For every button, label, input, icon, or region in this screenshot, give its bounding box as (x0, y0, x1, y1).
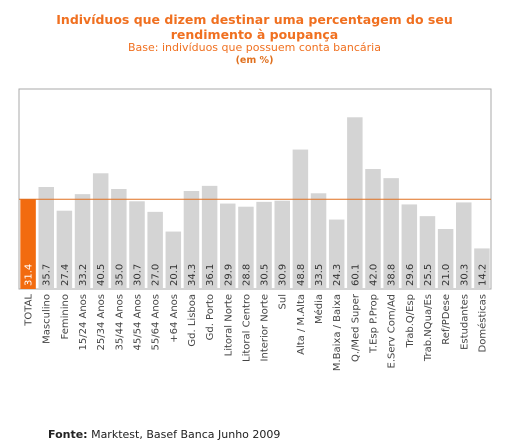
bar-24 (456, 202, 472, 289)
bar-22 (419, 216, 436, 289)
data-label-14: 30.9 (278, 264, 289, 286)
category-label-24: Estudantes (459, 294, 470, 350)
bar-20 (383, 178, 399, 289)
data-label-4: 40.5 (96, 264, 107, 286)
category-label-19: T.Esp P.Prop (369, 294, 380, 354)
category-label-21: Trab.Q/Esp (405, 294, 416, 349)
category-label-4: 25/34 Anos (96, 294, 107, 351)
data-label-9: 34.3 (187, 264, 198, 286)
category-label-15: Alta / M.Alta (296, 294, 307, 355)
category-label-0: TOTAL (24, 294, 35, 327)
chart-unit: (em %) (235, 55, 274, 66)
bar-18 (347, 117, 363, 290)
category-label-14: Sul (278, 294, 289, 309)
data-label-7: 27.0 (151, 264, 162, 286)
bar-6 (129, 201, 145, 289)
chart-title-line1: Indivíduos que dizem destinar uma percen… (56, 12, 453, 27)
category-label-5: 35/44 Anos (114, 294, 125, 351)
category-label-10: Gd. Porto (205, 294, 216, 340)
bar-0 (20, 199, 36, 289)
category-label-17: M.Baixa / Baixa (332, 294, 343, 371)
data-label-1: 35.7 (42, 264, 53, 286)
plot-frame (18, 88, 492, 290)
data-label-17: 24.3 (332, 264, 343, 286)
category-label-2: Feminino (60, 294, 71, 339)
data-label-13: 30.5 (260, 264, 271, 286)
category-label-23: Ref/PDese (441, 294, 452, 345)
data-label-20: 38.8 (387, 264, 398, 286)
category-label-12: Litoral Centro (241, 294, 252, 362)
chart-title: Indivíduos que dizem destinar uma percen… (20, 12, 489, 42)
source-note: Fonte: Marktest, Basef Banca Junho 2009 (48, 428, 280, 441)
data-label-18: 60.1 (350, 264, 361, 286)
bar-11 (220, 203, 236, 289)
data-label-2: 27.4 (60, 264, 71, 286)
bar-13 (256, 201, 272, 289)
data-label-3: 33.2 (78, 264, 89, 286)
category-label-3: 15/24 Anos (78, 294, 89, 351)
category-label-16: Média (313, 294, 325, 324)
chart-subtitle: Base: indivíduos que possuem conta bancá… (128, 41, 381, 54)
data-label-16: 33.5 (314, 264, 325, 286)
bar-9 (183, 191, 200, 289)
data-label-21: 29.6 (405, 264, 416, 286)
data-label-10: 36.1 (205, 264, 216, 286)
category-label-20: E.Serv Com/Ad (387, 294, 398, 368)
bar-10 (201, 185, 218, 289)
bar-15 (292, 149, 309, 289)
category-label-18: Q./Med Super (350, 293, 361, 362)
bar-3 (74, 194, 91, 289)
data-label-0: 31.4 (24, 264, 35, 286)
category-label-9: Gd. Lisboa (187, 294, 198, 347)
bar-12 (238, 206, 254, 289)
category-label-6: 45/54 Anos (133, 294, 144, 351)
data-label-19: 42.0 (369, 264, 380, 286)
bar-21 (401, 204, 418, 289)
source-text: Marktest, Basef Banca Junho 2009 (91, 428, 281, 441)
chart-title-line2: rendimento à poupança (170, 27, 339, 42)
data-label-15: 48.8 (296, 264, 307, 286)
category-label-25: Domésticas (476, 294, 488, 352)
bar-8 (165, 231, 182, 289)
data-label-8: 20.1 (169, 264, 180, 286)
data-label-5: 35.0 (114, 264, 125, 286)
category-label-11: Litoral Norte (223, 294, 234, 356)
data-label-25: 14.2 (477, 264, 488, 286)
category-label-22: Trab.NQua/Es (423, 294, 434, 362)
data-label-24: 30.3 (459, 264, 470, 286)
data-label-12: 28.8 (241, 264, 252, 286)
category-label-7: 55/64 Anos (151, 294, 162, 351)
data-label-22: 25.5 (423, 264, 434, 286)
data-label-11: 29.9 (223, 264, 234, 286)
bar-16 (310, 193, 327, 289)
source-label: Fonte: (48, 428, 88, 441)
category-label-8: +64 Anos (169, 294, 180, 343)
category-label-13: Interior Norte (260, 294, 271, 361)
data-label-23: 21.0 (441, 264, 452, 286)
bar-14 (274, 200, 290, 289)
bar-5 (111, 189, 127, 289)
data-label-6: 30.7 (133, 264, 144, 286)
bar-25 (474, 248, 490, 289)
bar-2 (56, 210, 73, 289)
bar-23 (437, 229, 454, 289)
bar-7 (147, 211, 163, 289)
bar-4 (92, 173, 109, 289)
bar-17 (328, 219, 345, 289)
bar-1 (38, 187, 54, 289)
category-label-1: Masculino (42, 294, 53, 344)
